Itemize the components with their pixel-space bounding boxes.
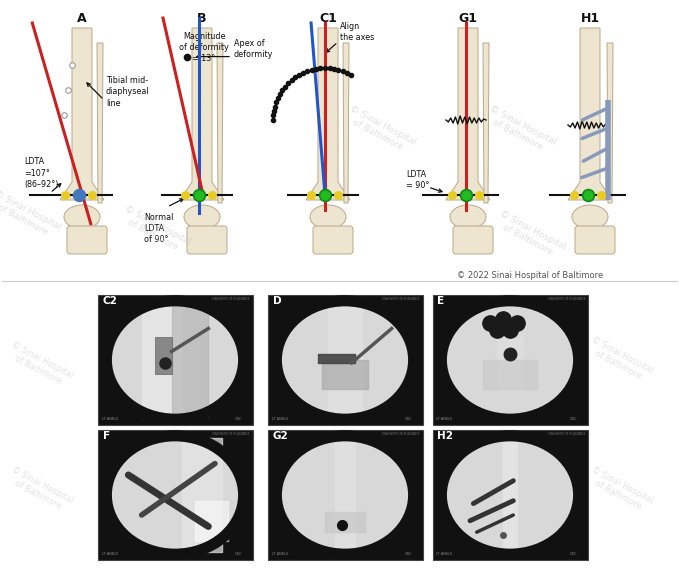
- Text: © Sinai Hospital
of Baltimore: © Sinai Hospital of Baltimore: [5, 340, 75, 390]
- Text: © Sinai Hospital
of Baltimore: © Sinai Hospital of Baltimore: [585, 335, 655, 385]
- Ellipse shape: [310, 205, 346, 229]
- Ellipse shape: [278, 438, 411, 552]
- Text: E: E: [437, 296, 445, 306]
- FancyBboxPatch shape: [453, 226, 493, 254]
- Ellipse shape: [64, 205, 100, 229]
- Text: G2: G2: [272, 431, 289, 441]
- Text: F: F: [103, 431, 109, 441]
- Ellipse shape: [443, 303, 576, 417]
- Text: OSC: OSC: [234, 552, 242, 556]
- Polygon shape: [97, 43, 103, 203]
- Text: OSC: OSC: [570, 417, 577, 421]
- Text: A: A: [77, 12, 87, 25]
- Ellipse shape: [184, 205, 220, 229]
- Text: SINAI INSTITUTE OF ADVANCE: SINAI INSTITUTE OF ADVANCE: [213, 297, 250, 301]
- Text: H1: H1: [581, 12, 600, 25]
- Ellipse shape: [109, 303, 242, 417]
- Text: © Sinai Hospital
of Baltimore: © Sinai Hospital of Baltimore: [493, 209, 567, 261]
- Text: LT ANKLE: LT ANKLE: [272, 417, 288, 421]
- Text: SINAI INSTITUTE OF ADVANCE: SINAI INSTITUTE OF ADVANCE: [547, 297, 585, 301]
- Text: LT ANKLE: LT ANKLE: [272, 552, 288, 556]
- Polygon shape: [607, 43, 613, 203]
- Text: © Sinai Hospital
of Baltimore: © Sinai Hospital of Baltimore: [117, 204, 192, 256]
- Text: LDTA
= 90°: LDTA = 90°: [406, 170, 429, 190]
- Polygon shape: [60, 28, 104, 200]
- Text: SINAI INSTITUTE OF ADVANCE: SINAI INSTITUTE OF ADVANCE: [213, 432, 250, 436]
- FancyBboxPatch shape: [268, 430, 422, 560]
- Polygon shape: [217, 43, 223, 203]
- Text: © Sinai Hospital
of Baltimore: © Sinai Hospital of Baltimore: [483, 104, 557, 156]
- Text: OSC: OSC: [234, 417, 242, 421]
- Ellipse shape: [278, 303, 411, 417]
- Text: OSC: OSC: [405, 417, 412, 421]
- Text: © Sinai Hospital
of Baltimore: © Sinai Hospital of Baltimore: [5, 465, 75, 515]
- Text: © Sinai Hospital
of Baltimore: © Sinai Hospital of Baltimore: [585, 465, 655, 515]
- Text: SINAI INSTITUTE OF ADVANCE: SINAI INSTITUTE OF ADVANCE: [382, 297, 420, 301]
- Polygon shape: [180, 28, 224, 200]
- Text: LT ANKLE: LT ANKLE: [101, 552, 118, 556]
- Text: B: B: [198, 12, 206, 25]
- Text: © Sinai Hospital
of Baltimore: © Sinai Hospital of Baltimore: [343, 104, 417, 156]
- FancyBboxPatch shape: [98, 295, 253, 425]
- Polygon shape: [568, 28, 612, 200]
- Text: C1: C1: [319, 12, 337, 25]
- Ellipse shape: [572, 205, 608, 229]
- Text: SINAI INSTITUTE OF ADVANCE: SINAI INSTITUTE OF ADVANCE: [547, 432, 585, 436]
- Text: Tibial mid-
diaphyseal
line: Tibial mid- diaphyseal line: [106, 76, 149, 108]
- Polygon shape: [483, 43, 489, 203]
- Text: LT ANKLE: LT ANKLE: [437, 552, 453, 556]
- FancyBboxPatch shape: [187, 226, 227, 254]
- Text: OSC: OSC: [405, 552, 412, 556]
- Ellipse shape: [109, 438, 242, 552]
- Text: G1: G1: [458, 12, 477, 25]
- FancyBboxPatch shape: [433, 295, 587, 425]
- Text: OSC: OSC: [570, 552, 577, 556]
- Text: SINAI INSTITUTE OF ADVANCE: SINAI INSTITUTE OF ADVANCE: [382, 432, 420, 436]
- FancyBboxPatch shape: [98, 430, 253, 560]
- Text: Apex of
deformity: Apex of deformity: [234, 39, 274, 59]
- FancyBboxPatch shape: [433, 430, 587, 560]
- FancyBboxPatch shape: [67, 226, 107, 254]
- Polygon shape: [306, 28, 350, 200]
- Text: Magnitude
of deformity
= 13°: Magnitude of deformity = 13°: [179, 32, 229, 63]
- FancyBboxPatch shape: [268, 295, 422, 425]
- Text: D: D: [272, 296, 281, 306]
- Text: Align
the axes: Align the axes: [340, 22, 374, 42]
- Text: C2: C2: [103, 296, 117, 306]
- Text: LT ANKLE: LT ANKLE: [437, 417, 453, 421]
- Text: LT ANKLE: LT ANKLE: [101, 417, 118, 421]
- Text: © Sinai Hospital
of Baltimore: © Sinai Hospital of Baltimore: [0, 189, 62, 241]
- Text: LDTA
=107°
(86–92°): LDTA =107° (86–92°): [24, 158, 58, 189]
- Polygon shape: [343, 43, 349, 203]
- Text: Normal
LDTA
of 90°: Normal LDTA of 90°: [144, 213, 173, 244]
- Polygon shape: [446, 28, 490, 200]
- Ellipse shape: [443, 438, 576, 552]
- Ellipse shape: [450, 205, 486, 229]
- Text: © 2022 Sinai Hospital of Baltimore: © 2022 Sinai Hospital of Baltimore: [457, 271, 603, 281]
- Polygon shape: [155, 337, 172, 374]
- FancyBboxPatch shape: [313, 226, 353, 254]
- Text: H2: H2: [437, 431, 454, 441]
- FancyBboxPatch shape: [575, 226, 615, 254]
